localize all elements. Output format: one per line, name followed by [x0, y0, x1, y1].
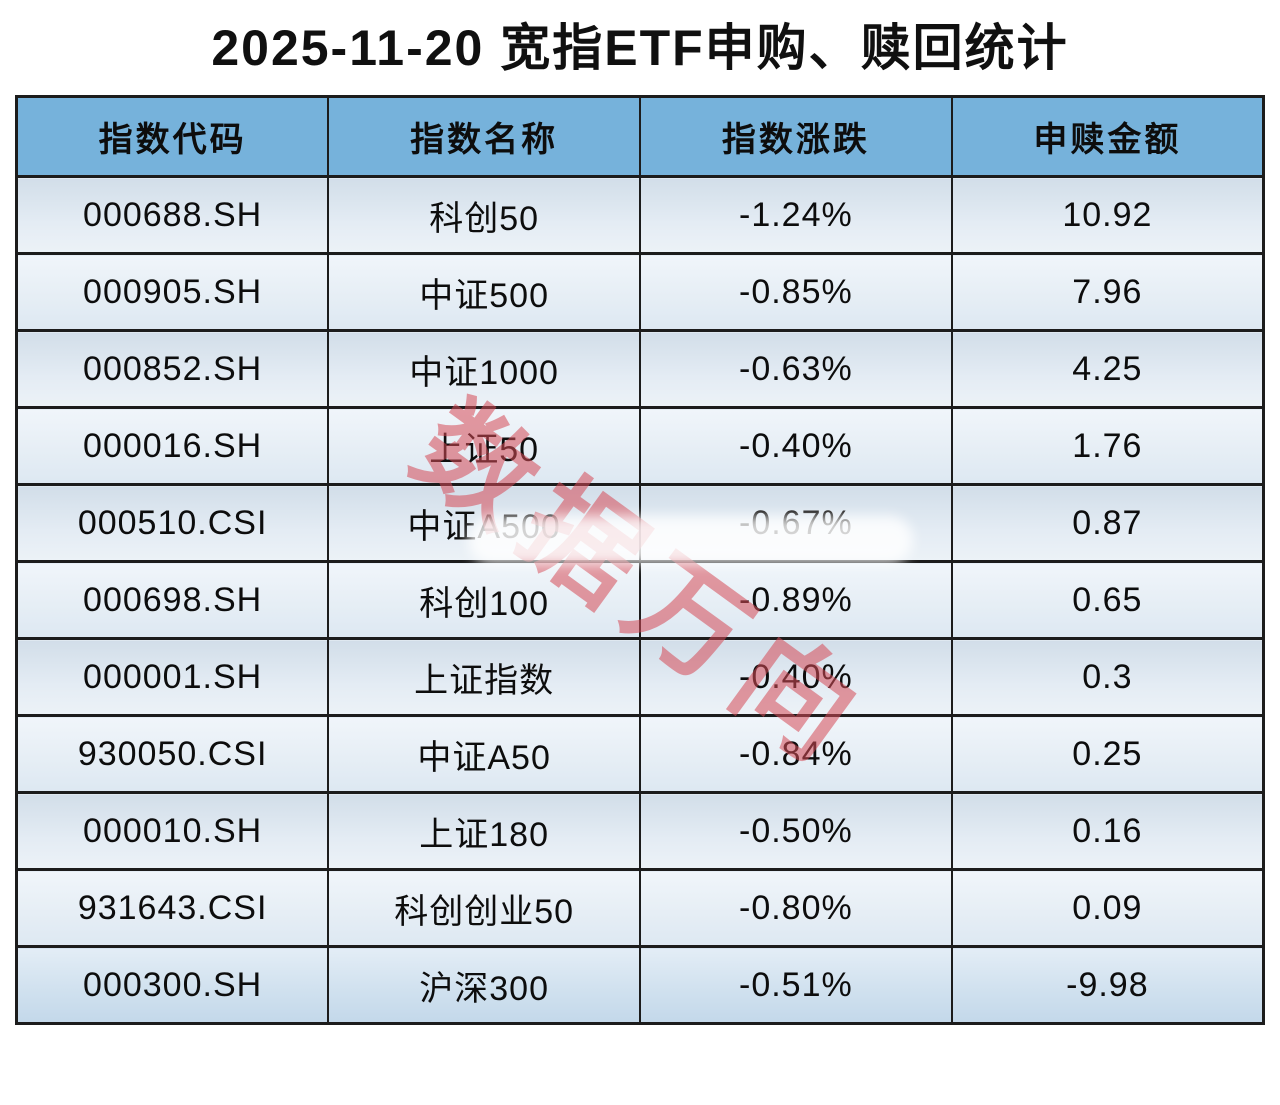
cell-code: 000510.CSI [15, 483, 330, 563]
header-row: 指数代码 指数名称 指数涨跌 申赎金额 [15, 95, 1265, 178]
column-header-3: 申赎金额 [950, 95, 1265, 178]
cell-amount: 0.25 [950, 714, 1265, 794]
cell-change: -0.50% [639, 791, 953, 871]
table-row: 931643.CSI 科创创业50 -0.80% 0.09 [15, 868, 1265, 948]
cell-code: 000852.SH [15, 329, 330, 409]
table-header: 指数代码 指数名称 指数涨跌 申赎金额 [15, 95, 1265, 178]
table-row: 000698.SH 科创100 -0.89% 0.65 [15, 560, 1265, 640]
cell-name: 上证180 [327, 791, 641, 871]
column-header-2: 指数涨跌 [639, 95, 953, 178]
cell-change: -0.80% [639, 868, 953, 948]
table-row: 000852.SH 中证1000 -0.63% 4.25 [15, 329, 1265, 409]
table-row: 000905.SH 中证500 -0.85% 7.96 [15, 252, 1265, 332]
cell-code: 000688.SH [15, 175, 330, 255]
cell-amount: 0.3 [950, 637, 1265, 717]
cell-code: 000010.SH [15, 791, 330, 871]
cell-change: -0.63% [639, 329, 953, 409]
cell-change: -1.24% [639, 175, 953, 255]
table-row: 000510.CSI 中证A500 -0.67% 0.87 [15, 483, 1265, 563]
cell-name: 中证A500 [327, 483, 641, 563]
cell-amount: 4.25 [950, 329, 1265, 409]
table-body: 000688.SH 科创50 -1.24% 10.92 000905.SH 中证500 -0… [15, 175, 1265, 1025]
table-row: 000001.SH 上证指数 -0.40% 0.3 [15, 637, 1265, 717]
cell-amount: 0.09 [950, 868, 1265, 948]
cell-amount: 0.87 [950, 483, 1265, 563]
table-row: 930050.CSI 中证A50 -0.84% 0.25 [15, 714, 1265, 794]
cell-change: -0.51% [639, 945, 953, 1025]
cell-amount: 10.92 [950, 175, 1265, 255]
cell-name: 沪深300 [327, 945, 641, 1025]
cell-code: 930050.CSI [15, 714, 330, 794]
cell-amount: 0.16 [950, 791, 1265, 871]
cell-change: -0.40% [639, 637, 953, 717]
cell-code: 000905.SH [15, 252, 330, 332]
cell-amount: -9.98 [950, 945, 1265, 1025]
etf-stats-table: 指数代码 指数名称 指数涨跌 申赎金额 000688.SH 科创50 -1.24% 10.9… [15, 95, 1265, 1025]
table-row: 000300.SH 沪深300 -0.51% -9.98 [15, 945, 1265, 1025]
cell-name: 中证1000 [327, 329, 641, 409]
column-header-1: 指数名称 [327, 95, 641, 178]
cell-amount: 7.96 [950, 252, 1265, 332]
cell-name: 上证指数 [327, 637, 641, 717]
cell-code: 000001.SH [15, 637, 330, 717]
cell-name: 中证500 [327, 252, 641, 332]
column-header-0: 指数代码 [15, 95, 330, 178]
data-table: 指数代码 指数名称 指数涨跌 申赎金额 000688.SH 科创50 -1.24% 10.9… [15, 95, 1265, 1025]
cell-change: -0.84% [639, 714, 953, 794]
cell-amount: 0.65 [950, 560, 1265, 640]
table-row: 000016.SH 上证50 -0.40% 1.76 [15, 406, 1265, 486]
cell-change: -0.89% [639, 560, 953, 640]
cell-name: 上证50 [327, 406, 641, 486]
cell-change: -0.40% [639, 406, 953, 486]
cell-name: 科创50 [327, 175, 641, 255]
table-row: 000010.SH 上证180 -0.50% 0.16 [15, 791, 1265, 871]
cell-name: 科创创业50 [327, 868, 641, 948]
cell-code: 000016.SH [15, 406, 330, 486]
cell-amount: 1.76 [950, 406, 1265, 486]
cell-code: 000698.SH [15, 560, 330, 640]
cell-code: 931643.CSI [15, 868, 330, 948]
page-title: 2025-11-20 宽指ETF申购、赎回统计 [211, 20, 1069, 76]
cell-name: 科创100 [327, 560, 641, 640]
cell-change: -0.67% [639, 483, 953, 563]
cell-change: -0.85% [639, 252, 953, 332]
cell-name: 中证A50 [327, 714, 641, 794]
table-row: 000688.SH 科创50 -1.24% 10.92 [15, 175, 1265, 255]
cell-code: 000300.SH [15, 945, 330, 1025]
